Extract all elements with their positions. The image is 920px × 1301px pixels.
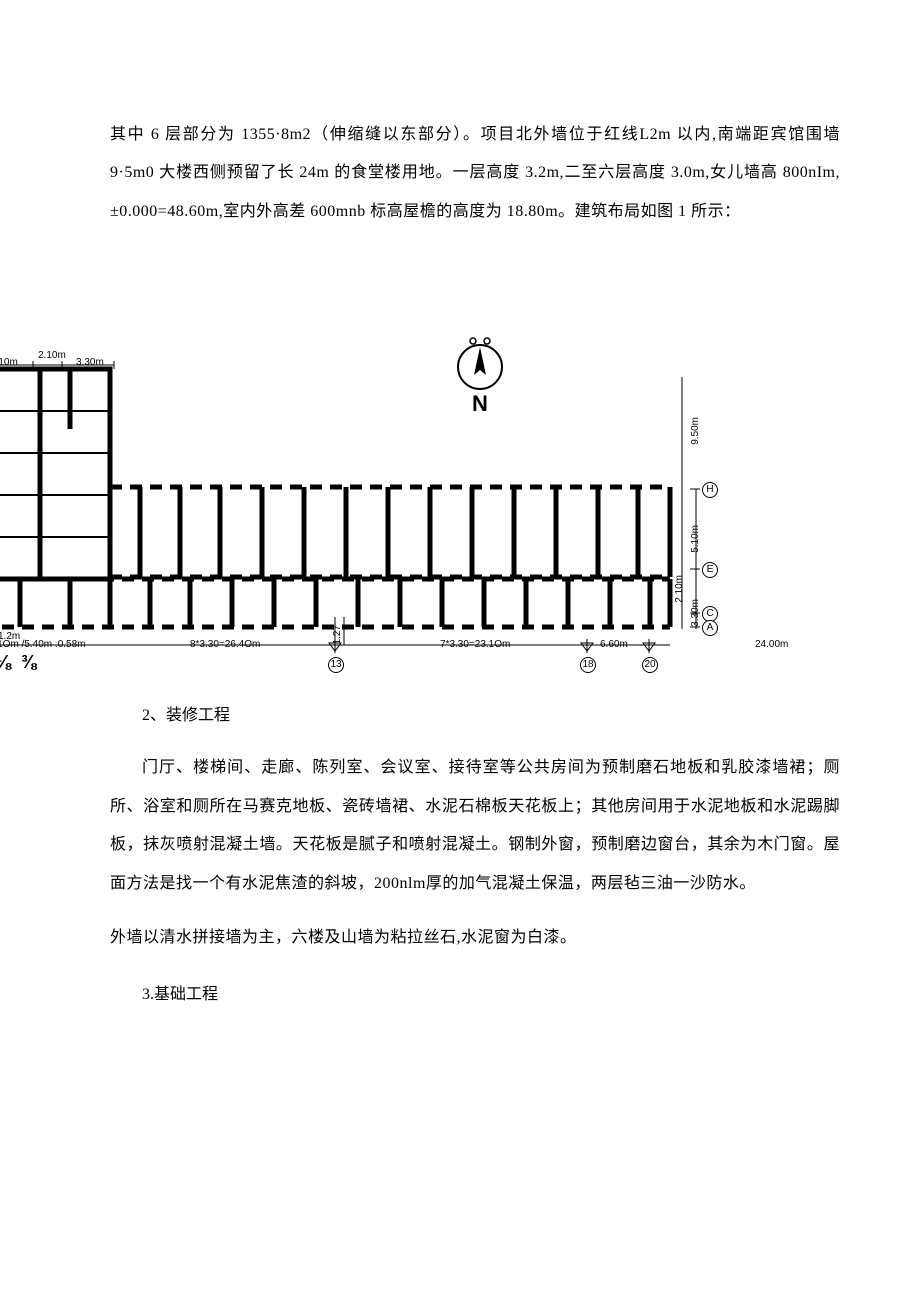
paragraph-2a: 门厅、楼梯间、走廊、陈列室、会议室、接待室等公共房间为预制磨石地板和乳胶漆墙裙；…: [110, 749, 840, 903]
dimension-label: 1.27: [332, 625, 343, 644]
dimension-label: 24.00m: [755, 639, 788, 650]
dimension-label: 3.30m: [76, 357, 104, 368]
dimension-label: 8*3.30=26.4Om: [190, 639, 260, 650]
dimension-label: 2.10m: [674, 575, 685, 603]
dimension-label: 5.10m: [0, 357, 18, 368]
fraction-1: ⅛: [0, 652, 11, 673]
dimension-label: 2.10m: [38, 350, 66, 361]
dimension-label: 6.60m: [600, 639, 628, 650]
dimension-label: 1.2m: [0, 631, 20, 642]
section-3-title: 3.基础工程: [142, 977, 840, 1012]
compass-north-label: N: [472, 391, 488, 417]
dimension-label: 7*3.30=23.1Om: [440, 639, 510, 650]
paragraph-2b: 外墙以清水拼接墙为主，六楼及山墙为粘拉丝石,水泥窗为白漆。: [110, 919, 840, 957]
floor-plan-svg: [0, 317, 810, 677]
fraction-label-row: δ ⅛ ⅜: [0, 649, 36, 675]
dimension-label: 3.30m: [690, 599, 701, 627]
dimension-label: 9.50m: [690, 417, 701, 445]
floor-plan-diagram: N δ ⅛ ⅜ 5.10m2.10m3.30m/5.1Om /5.40m .0.…: [0, 317, 810, 682]
fraction-2: ⅜: [21, 652, 36, 673]
dimension-label: 5.10m: [690, 525, 701, 553]
paragraph-1: 其中 6 层部分为 1355·8m2（伸缩缝以东部分）。项目北外墙位于红线L2m…: [110, 116, 840, 231]
section-2-title: 2、装修工程: [142, 698, 840, 733]
